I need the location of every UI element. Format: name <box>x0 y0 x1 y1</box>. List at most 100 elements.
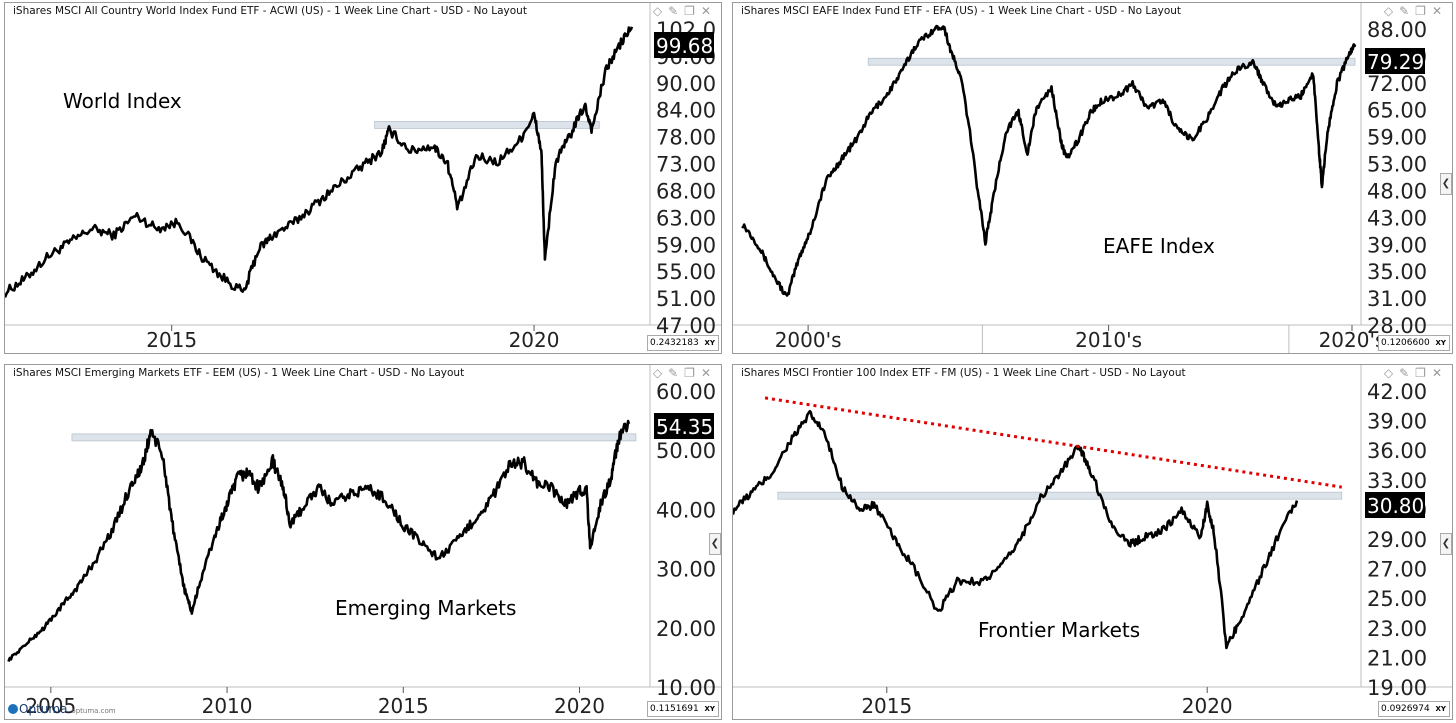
y-tick-label: 10.00 <box>656 676 716 700</box>
panel-title: iShares MSCI Emerging Markets ETF - EEM … <box>13 367 465 379</box>
y-tick-label: 27.00 <box>1367 558 1427 582</box>
y-tick-label: 48.00 <box>1367 179 1427 203</box>
y-tick-label: 39.00 <box>1367 233 1427 257</box>
close-icon[interactable]: ✕ <box>700 366 717 380</box>
y-tick-label: 35.00 <box>1367 260 1427 284</box>
restore-icon[interactable]: ❐ <box>1415 4 1432 18</box>
last-price-badge <box>1365 48 1425 74</box>
y-tick-label: 53.00 <box>1367 153 1427 177</box>
resistance-band <box>777 491 1343 500</box>
chart-efa[interactable]: 88.0080.0072.0065.0059.0053.0048.0043.00… <box>733 3 1452 353</box>
y-tick-label: 63.00 <box>656 206 716 230</box>
chart-acwi[interactable]: 102.096.0090.0084.0078.0073.0068.0063.00… <box>5 3 721 353</box>
x-tick-label: 2015 <box>146 328 197 352</box>
y-tick-label: 78.00 <box>656 126 716 150</box>
panel-title: iShares MSCI Frontier 100 Index ETF - FM… <box>741 367 1186 379</box>
y-tick-label: 36.00 <box>1367 439 1427 463</box>
y-tick-label: 25.00 <box>1367 587 1427 611</box>
restore-icon[interactable]: ❐ <box>1415 366 1432 380</box>
diamond-icon[interactable]: ◇ <box>652 4 669 18</box>
y-tick-label: 51.00 <box>656 287 716 311</box>
crosshair-readout[interactable]: 0.2432183 XY <box>647 335 719 351</box>
pin-icon[interactable]: ✎ <box>1399 4 1416 18</box>
price-series-line <box>7 419 631 663</box>
close-icon[interactable]: ✕ <box>700 4 717 18</box>
x-tick-label: 2020 <box>1182 694 1233 718</box>
last-price-label: 30.80 <box>1367 494 1424 518</box>
y-tick-label: 84.00 <box>656 99 716 123</box>
last-price-badge <box>1365 492 1425 518</box>
resistance-band <box>71 433 637 442</box>
pin-icon[interactable]: ✎ <box>668 366 685 380</box>
last-price-label: 79.29 <box>1367 50 1424 74</box>
crosshair-readout[interactable]: 0.0926974 XY <box>1378 701 1450 717</box>
panel-title: iShares MSCI EAFE Index Fund ETF - EFA (… <box>741 5 1182 17</box>
y-tick-label: 59.00 <box>656 233 716 257</box>
x-tick-label: 2015 <box>861 694 912 718</box>
chart-annotation: World Index <box>63 89 182 113</box>
y-tick-label: 23.00 <box>1367 617 1427 641</box>
x-tick-label: 2000's <box>775 328 842 352</box>
y-tick-label: 47.00 <box>656 314 716 338</box>
chart-annotation: Frontier Markets <box>978 618 1140 642</box>
crosshair-readout[interactable]: 0.1206600 XY <box>1378 335 1450 351</box>
x-tick-label: 2005 <box>25 694 76 718</box>
y-tick-label: 29.00 <box>1367 528 1427 552</box>
diamond-icon[interactable]: ◇ <box>652 366 669 380</box>
y-tick-label: 72.00 <box>1367 72 1427 96</box>
y-tick-label: 90.00 <box>656 72 716 96</box>
chart-panel-efa[interactable]: iShares MSCI EAFE Index Fund ETF - EFA (… <box>732 2 1453 354</box>
y-tick-label: 39.00 <box>1367 410 1427 434</box>
y-tick-label: 19.00 <box>1367 676 1427 700</box>
x-tick-label: 2010's <box>1075 328 1142 352</box>
x-tick-label: 2020 <box>509 328 560 352</box>
price-series-line <box>5 26 634 298</box>
chart-annotation: EAFE Index <box>1103 234 1215 258</box>
crosshair-readout[interactable]: 0.1151691 XY <box>647 701 719 717</box>
last-price-label: 54.35 <box>656 415 713 439</box>
y-tick-label: 20.00 <box>656 617 716 641</box>
price-series-line <box>733 409 1299 650</box>
restore-icon[interactable]: ❐ <box>684 366 701 380</box>
last-price-badge <box>654 32 714 58</box>
last-price-label: 99.68 <box>656 34 713 58</box>
restore-icon[interactable]: ❐ <box>684 4 701 18</box>
y-tick-label: 28.00 <box>1367 314 1427 338</box>
y-tick-label: 43.00 <box>1367 206 1427 230</box>
y-tick-label: 42.00 <box>1367 380 1427 404</box>
resistance-band <box>374 121 600 129</box>
pin-icon[interactable]: ✎ <box>1399 366 1416 380</box>
y-tick-label: 21.00 <box>1367 646 1427 670</box>
y-tick-label: 50.00 <box>656 439 716 463</box>
collapse-arrow-icon[interactable]: ❮ <box>1440 173 1452 195</box>
close-icon[interactable]: ✕ <box>1431 366 1448 380</box>
chart-panel-acwi[interactable]: iShares MSCI All Country World Index Fun… <box>4 2 722 354</box>
y-tick-label: 73.00 <box>656 153 716 177</box>
collapse-arrow-icon[interactable]: ❮ <box>709 533 721 555</box>
x-tick-label: 2020 <box>554 694 605 718</box>
pin-icon[interactable]: ✎ <box>668 4 685 18</box>
last-price-badge <box>654 413 714 439</box>
close-icon[interactable]: ✕ <box>1431 4 1448 18</box>
y-tick-label: 40.00 <box>656 498 716 522</box>
price-series-line <box>741 24 1357 297</box>
x-tick-label: 2010 <box>202 694 253 718</box>
diamond-icon[interactable]: ◇ <box>1383 4 1400 18</box>
diamond-icon[interactable]: ◇ <box>1383 366 1400 380</box>
chart-panel-eem[interactable]: iShares MSCI Emerging Markets ETF - EEM … <box>4 364 722 720</box>
panel-title: iShares MSCI All Country World Index Fun… <box>13 5 527 17</box>
chart-panel-fm[interactable]: iShares MSCI Frontier 100 Index ETF - FM… <box>732 364 1453 720</box>
y-tick-label: 65.00 <box>1367 99 1427 123</box>
trendline <box>764 396 1343 489</box>
collapse-arrow-icon[interactable]: ❮ <box>1440 533 1452 555</box>
x-tick-label: 2020's <box>1319 328 1386 352</box>
y-tick-label: 59.00 <box>1367 126 1427 150</box>
y-tick-label: 55.00 <box>656 260 716 284</box>
optuma-logo: Optuma optuma.com <box>8 702 116 716</box>
chart-fm[interactable]: 42.0039.0036.0033.0031.0029.0027.0025.00… <box>733 365 1452 719</box>
chart-eem[interactable]: 60.00 50.00 40.00 30.00 20.00 10.00 54.35 2005 2… <box>5 365 721 719</box>
y-tick-label: 68.00 <box>656 179 716 203</box>
x-tick-label: 2015 <box>378 694 429 718</box>
y-tick-label: 60.00 <box>656 380 716 404</box>
resistance-band <box>867 57 1356 66</box>
